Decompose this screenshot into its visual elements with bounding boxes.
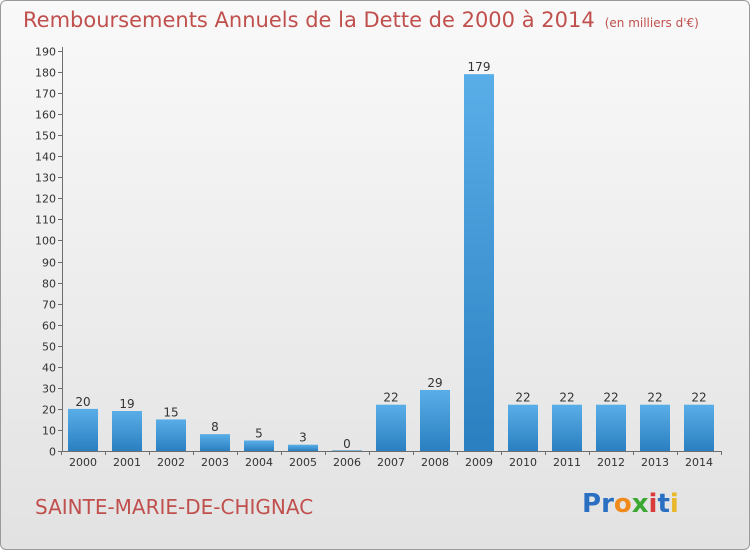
value-label: 179 bbox=[468, 60, 491, 74]
bar-2014 bbox=[684, 404, 714, 451]
logo-letter: t bbox=[657, 489, 670, 519]
y-tick-label: 180 bbox=[35, 67, 56, 80]
bar-2006 bbox=[332, 450, 362, 451]
value-label: 22 bbox=[647, 391, 662, 405]
value-label: 3 bbox=[299, 431, 307, 445]
y-tick-label: 60 bbox=[42, 320, 56, 333]
x-tick-label: 2009 bbox=[465, 456, 493, 469]
bar-2002 bbox=[156, 419, 186, 451]
value-label: 22 bbox=[383, 391, 398, 405]
y-tick-label: 50 bbox=[42, 341, 56, 354]
chart-title: Remboursements Annuels de la Dette de 20… bbox=[23, 8, 699, 32]
logo-letter: i bbox=[648, 489, 658, 519]
bar-2013 bbox=[640, 404, 670, 451]
x-tick-label: 2003 bbox=[201, 456, 229, 469]
y-tick-label: 160 bbox=[35, 109, 56, 122]
chart-title-text: Remboursements Annuels de la Dette de 20… bbox=[23, 8, 595, 32]
x-tick-label: 2006 bbox=[333, 456, 361, 469]
x-tick-label: 2014 bbox=[685, 456, 713, 469]
chart-unit: (en milliers d'€) bbox=[604, 16, 699, 30]
x-tick-label: 2008 bbox=[421, 456, 449, 469]
bar-2003 bbox=[200, 434, 230, 451]
value-label: 22 bbox=[559, 391, 574, 405]
bar-2001 bbox=[112, 411, 142, 451]
logo-letter: r bbox=[601, 489, 614, 519]
bar-2005 bbox=[288, 444, 318, 451]
x-tick-label: 2004 bbox=[245, 456, 273, 469]
x-tick-label: 2002 bbox=[157, 456, 185, 469]
x-tick-label: 2001 bbox=[113, 456, 141, 469]
x-tick-label: 2012 bbox=[597, 456, 625, 469]
y-tick-label: 10 bbox=[42, 425, 56, 438]
value-label: 15 bbox=[163, 405, 178, 419]
y-tick-label: 20 bbox=[42, 404, 56, 417]
bar-2007 bbox=[376, 404, 406, 451]
y-tick-label: 120 bbox=[35, 193, 56, 206]
value-label: 8 bbox=[211, 420, 219, 434]
y-tick-label: 30 bbox=[42, 383, 56, 396]
x-tick-label: 2007 bbox=[377, 456, 405, 469]
y-tick-label: 90 bbox=[42, 257, 56, 270]
x-tick-label: 2010 bbox=[509, 456, 537, 469]
y-tick-label: 140 bbox=[35, 151, 56, 164]
value-label: 22 bbox=[603, 391, 618, 405]
proxiti-logo: Proxiti bbox=[582, 489, 679, 519]
y-tick-label: 110 bbox=[35, 214, 56, 227]
bar-2012 bbox=[596, 404, 626, 451]
y-tick-label: 150 bbox=[35, 130, 56, 143]
value-label: 20 bbox=[75, 395, 90, 409]
y-tick-label: 190 bbox=[35, 46, 56, 59]
value-label: 5 bbox=[255, 426, 263, 440]
value-label: 29 bbox=[427, 376, 442, 390]
logo-letter: i bbox=[669, 489, 679, 519]
y-tick-label: 0 bbox=[49, 446, 56, 459]
logo-letter: x bbox=[631, 489, 649, 519]
x-tick-label: 2011 bbox=[553, 456, 581, 469]
value-label: 22 bbox=[691, 391, 706, 405]
value-label: 22 bbox=[515, 391, 530, 405]
y-tick-label: 80 bbox=[42, 278, 56, 291]
x-tick-label: 2005 bbox=[289, 456, 317, 469]
bar-2008 bbox=[420, 389, 450, 451]
logo-letter: P bbox=[582, 489, 602, 519]
logo-letter: o bbox=[613, 489, 632, 519]
commune-name: SAINTE-MARIE-DE-CHIGNAC bbox=[35, 495, 314, 519]
y-tick-label: 170 bbox=[35, 88, 56, 101]
y-tick-label: 100 bbox=[35, 235, 56, 248]
bar-2004 bbox=[244, 440, 274, 451]
y-tick-label: 70 bbox=[42, 299, 56, 312]
x-tick-label: 2000 bbox=[69, 456, 97, 469]
x-tick-label: 2013 bbox=[641, 456, 669, 469]
bar-2010 bbox=[508, 404, 538, 451]
bar-2009 bbox=[464, 74, 494, 451]
bar-2011 bbox=[552, 404, 582, 451]
y-tick-label: 130 bbox=[35, 172, 56, 185]
value-label: 0 bbox=[343, 437, 351, 451]
y-tick-label: 40 bbox=[42, 362, 56, 375]
bar-2000 bbox=[68, 408, 98, 451]
value-label: 19 bbox=[119, 397, 134, 411]
